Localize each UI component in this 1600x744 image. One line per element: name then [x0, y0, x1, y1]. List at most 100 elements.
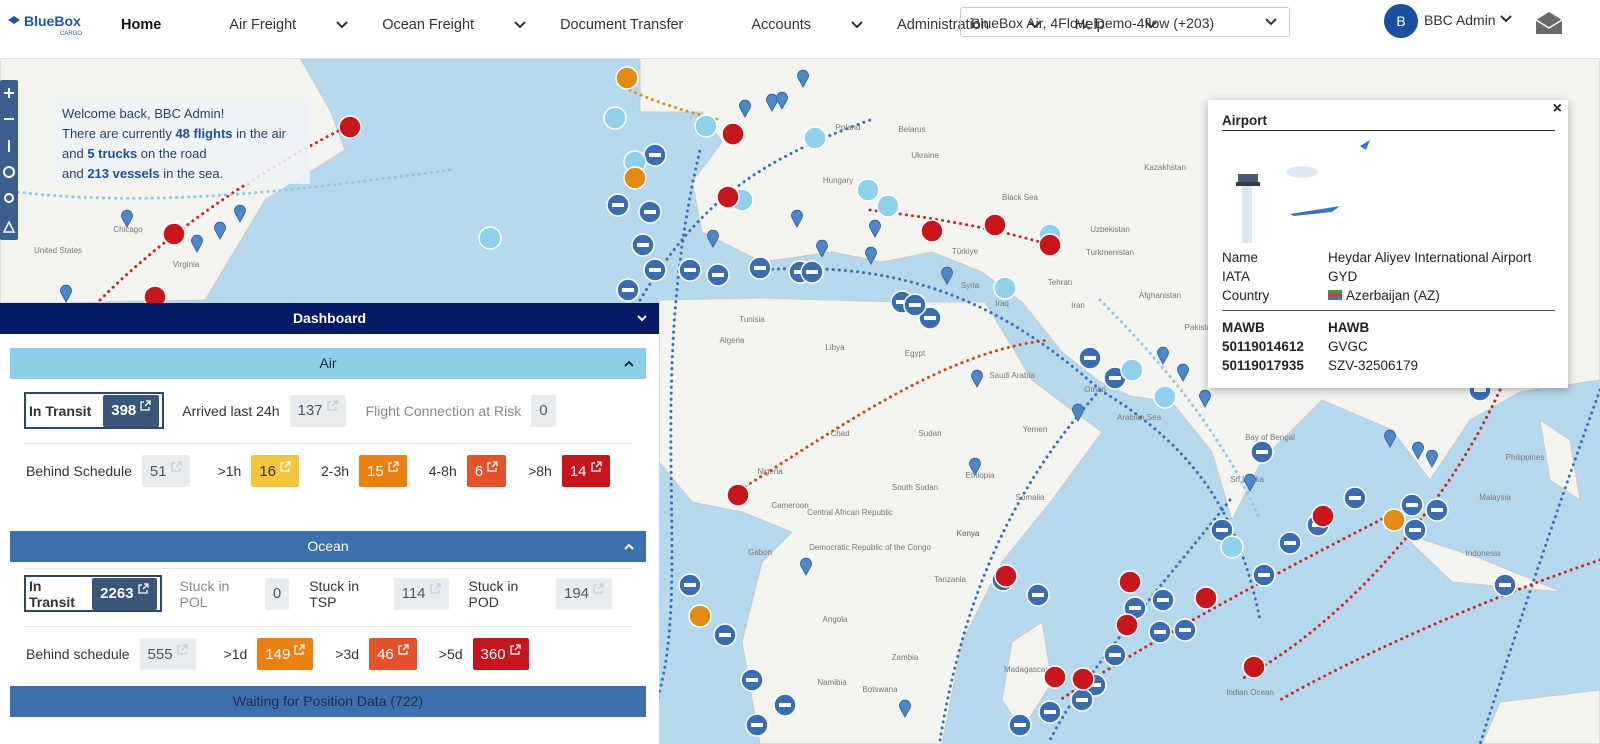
- location-pin[interactable]: [121, 209, 133, 228]
- menu-item[interactable]: Accounts: [751, 17, 863, 33]
- location-pin[interactable]: [1199, 389, 1211, 408]
- level-badge[interactable]: 14: [561, 455, 610, 487]
- alert-marker[interactable]: [726, 483, 750, 507]
- alert-marker[interactable]: [1071, 667, 1095, 691]
- location-pin[interactable]: [800, 557, 812, 576]
- delay-marker[interactable]: [615, 66, 639, 90]
- mail-icon[interactable]: [1534, 10, 1564, 36]
- location-pin[interactable]: [791, 209, 803, 228]
- location-pin[interactable]: [739, 99, 751, 118]
- alert-marker[interactable]: [716, 185, 740, 209]
- alert-marker[interactable]: [994, 564, 1018, 588]
- location-pin[interactable]: [1177, 363, 1189, 382]
- user-name[interactable]: BBC Admin: [1424, 12, 1496, 28]
- location-pin[interactable]: [1384, 429, 1396, 448]
- flight-marker[interactable]: [603, 106, 627, 130]
- location-pin[interactable]: [191, 234, 203, 253]
- vessel-icon: [1089, 683, 1101, 687]
- alert-marker[interactable]: [338, 115, 362, 139]
- location-pin[interactable]: [865, 246, 877, 265]
- alert-marker[interactable]: [1242, 655, 1266, 679]
- alert-marker[interactable]: [1194, 586, 1218, 610]
- level-badge[interactable]: 15: [359, 455, 407, 487]
- chevron: [1500, 15, 1512, 23]
- location-pin[interactable]: [1072, 403, 1084, 422]
- menu-item[interactable]: Administration: [897, 17, 1041, 33]
- map-label: Syria: [961, 281, 980, 290]
- logo[interactable]: BlueBox CARGO: [6, 12, 86, 38]
- section-header[interactable]: Ocean: [10, 531, 646, 562]
- menu-item[interactable]: Home: [121, 17, 195, 33]
- schedule-badge[interactable]: 51: [141, 455, 190, 487]
- location-pin[interactable]: [234, 204, 246, 223]
- location-pin[interactable]: [816, 239, 828, 258]
- flight-marker[interactable]: [993, 276, 1017, 300]
- location-pin[interactable]: [971, 369, 983, 388]
- waiting-header[interactable]: Waiting for Position Data (722): [10, 686, 646, 717]
- level-badge[interactable]: 6: [466, 455, 507, 487]
- stat-badge[interactable]: 137: [289, 394, 346, 427]
- stat-badge[interactable]: 398: [103, 394, 160, 427]
- location-pin[interactable]: [1412, 441, 1424, 460]
- flight-marker[interactable]: [1153, 385, 1177, 409]
- icon-path: [170, 460, 182, 472]
- flight-marker[interactable]: [478, 226, 502, 250]
- map-label: Madagascar: [1004, 665, 1048, 674]
- flight-marker[interactable]: [1220, 535, 1244, 559]
- menu-item[interactable]: Document Transfer: [560, 17, 717, 33]
- stat-badge[interactable]: 0: [531, 394, 556, 427]
- location-pin[interactable]: [776, 91, 788, 110]
- alert-marker[interactable]: [983, 213, 1007, 237]
- stat-badge[interactable]: 114: [393, 577, 449, 610]
- level-badge[interactable]: 360: [472, 638, 529, 670]
- menu-item[interactable]: Ocean Freight: [382, 17, 526, 33]
- table-cell[interactable]: 50119017935: [1222, 358, 1304, 373]
- location-pin[interactable]: [941, 266, 953, 285]
- flight-marker[interactable]: [803, 126, 827, 150]
- stat-badge[interactable]: 194: [555, 577, 613, 610]
- location-pin[interactable]: [60, 284, 72, 303]
- navbar: BlueBox CARGO Home Air Freight Ocean Freig…: [0, 0, 1600, 59]
- alert-marker[interactable]: [920, 219, 944, 243]
- location-pin[interactable]: [1244, 473, 1256, 492]
- delay-marker[interactable]: [688, 604, 712, 628]
- account-select[interactable]: BlueBox Air, 4Flow, Demo-4flow (+203): [960, 7, 1290, 37]
- level-badge[interactable]: 46: [369, 638, 417, 670]
- menu-item[interactable]: Help: [1075, 17, 1157, 33]
- location-pin[interactable]: [1157, 346, 1169, 365]
- alert-marker[interactable]: [1043, 665, 1067, 689]
- waiting-title: Waiting for Position Data (722): [232, 693, 424, 709]
- flight-marker[interactable]: [694, 114, 718, 138]
- stat-badge[interactable]: 0: [264, 577, 290, 610]
- location-pin[interactable]: [797, 69, 809, 88]
- location-pin[interactable]: [707, 229, 719, 248]
- alert-marker[interactable]: [721, 122, 745, 146]
- delay-marker[interactable]: [623, 166, 647, 190]
- flight-marker[interactable]: [1120, 358, 1144, 382]
- level-badge[interactable]: 16: [251, 455, 299, 487]
- section-header[interactable]: Air: [10, 348, 646, 379]
- level-label: 2-3h: [321, 463, 350, 479]
- level-badge[interactable]: 149: [257, 638, 314, 670]
- alert-marker[interactable]: [1115, 613, 1139, 637]
- table-cell[interactable]: 50119014612: [1222, 339, 1304, 354]
- close-button[interactable]: ×: [1552, 100, 1562, 117]
- alert-marker[interactable]: [1311, 504, 1335, 528]
- dashboard-header[interactable]: Dashboard: [0, 303, 659, 334]
- alert-marker[interactable]: [1038, 233, 1062, 257]
- schedule-badge[interactable]: 555: [139, 638, 196, 670]
- flight-marker[interactable]: [856, 178, 880, 202]
- alert-marker[interactable]: [1118, 570, 1142, 594]
- location-pin[interactable]: [869, 219, 881, 238]
- delay-marker[interactable]: [1382, 508, 1406, 532]
- location-pin[interactable]: [214, 221, 226, 240]
- location-pin[interactable]: [899, 699, 911, 718]
- row-divider: [24, 443, 632, 444]
- location-pin[interactable]: [969, 457, 981, 476]
- flight-marker[interactable]: [876, 194, 900, 218]
- stat-badge[interactable]: 2263: [92, 577, 157, 610]
- location-pin[interactable]: [1426, 449, 1438, 468]
- alert-marker[interactable]: [162, 222, 186, 246]
- menu-item[interactable]: Air Freight: [229, 17, 348, 33]
- avatar[interactable]: B: [1384, 4, 1418, 38]
